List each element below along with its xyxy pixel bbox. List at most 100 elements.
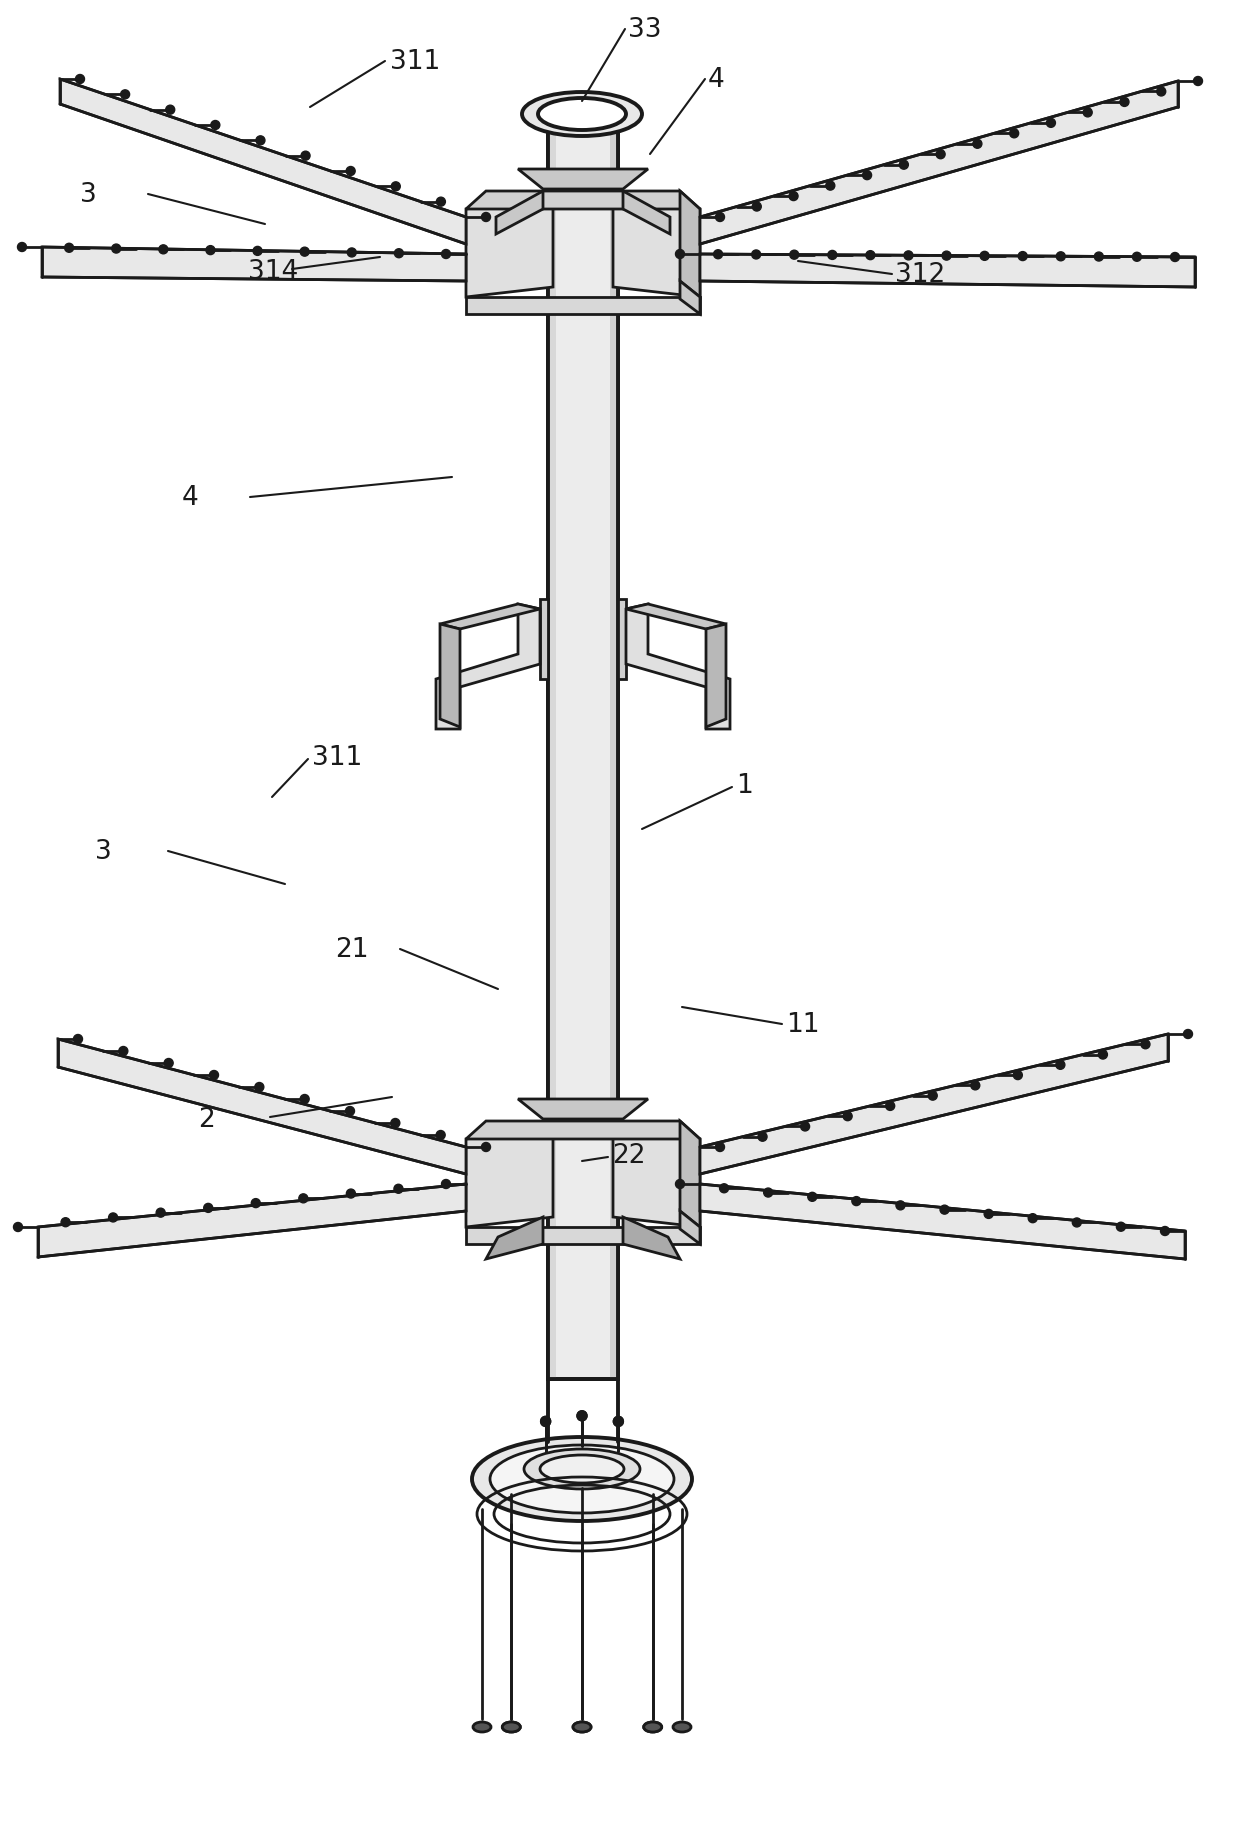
Circle shape (76, 76, 84, 85)
Polygon shape (466, 1122, 701, 1140)
Circle shape (1141, 1040, 1149, 1050)
Circle shape (577, 1412, 587, 1421)
Circle shape (392, 183, 401, 192)
Circle shape (1099, 1050, 1107, 1059)
Polygon shape (626, 604, 730, 730)
Polygon shape (680, 1210, 701, 1244)
Text: 311: 311 (312, 745, 362, 771)
Circle shape (1095, 253, 1104, 262)
Circle shape (481, 213, 491, 222)
Circle shape (541, 1417, 551, 1427)
Circle shape (863, 172, 872, 181)
Circle shape (300, 248, 309, 257)
Circle shape (210, 1072, 218, 1079)
Text: 312: 312 (895, 262, 945, 288)
Circle shape (1161, 1227, 1169, 1236)
Text: 2: 2 (198, 1107, 215, 1133)
Circle shape (828, 251, 837, 261)
Polygon shape (466, 1227, 701, 1244)
Polygon shape (58, 1039, 466, 1173)
Circle shape (73, 1035, 83, 1044)
Circle shape (300, 1094, 309, 1103)
Circle shape (1116, 1223, 1126, 1231)
Circle shape (973, 140, 982, 150)
Circle shape (1084, 109, 1092, 118)
Circle shape (843, 1112, 852, 1122)
Circle shape (301, 152, 310, 161)
Circle shape (1018, 253, 1027, 261)
Ellipse shape (573, 1722, 591, 1732)
Polygon shape (466, 192, 701, 211)
Circle shape (112, 246, 120, 253)
Polygon shape (701, 81, 1178, 246)
Polygon shape (701, 1185, 1185, 1258)
Polygon shape (60, 79, 466, 246)
Circle shape (897, 1201, 905, 1210)
Polygon shape (496, 192, 543, 235)
Circle shape (971, 1081, 980, 1090)
Circle shape (1171, 253, 1179, 262)
Circle shape (852, 1198, 861, 1207)
Circle shape (394, 1185, 403, 1194)
Circle shape (614, 1417, 624, 1427)
Text: 1: 1 (737, 772, 753, 798)
Circle shape (899, 161, 909, 170)
Circle shape (676, 1179, 684, 1188)
Circle shape (1009, 129, 1018, 139)
Polygon shape (680, 283, 701, 314)
Polygon shape (548, 133, 618, 1379)
Text: 11: 11 (786, 1011, 820, 1037)
Circle shape (164, 1059, 174, 1068)
Circle shape (255, 137, 265, 146)
Text: 3: 3 (95, 839, 112, 865)
Polygon shape (466, 298, 701, 314)
Circle shape (751, 251, 760, 261)
Ellipse shape (502, 1722, 521, 1732)
Circle shape (14, 1223, 22, 1233)
Circle shape (394, 249, 403, 259)
Circle shape (253, 248, 262, 257)
Circle shape (826, 181, 835, 190)
Circle shape (936, 152, 945, 159)
Circle shape (719, 1185, 729, 1194)
Text: 4: 4 (182, 484, 198, 510)
Circle shape (299, 1194, 308, 1203)
Circle shape (801, 1122, 810, 1131)
Circle shape (61, 1218, 69, 1227)
Circle shape (1073, 1218, 1081, 1227)
Text: 311: 311 (391, 50, 440, 76)
Circle shape (807, 1192, 817, 1201)
Ellipse shape (472, 1722, 491, 1732)
Circle shape (764, 1188, 773, 1198)
Circle shape (1120, 98, 1128, 107)
Polygon shape (618, 599, 626, 680)
Circle shape (753, 203, 761, 213)
Circle shape (1193, 78, 1203, 87)
Circle shape (1047, 120, 1055, 128)
Circle shape (441, 249, 450, 259)
Ellipse shape (673, 1722, 691, 1732)
Circle shape (942, 251, 951, 261)
Circle shape (211, 122, 219, 131)
Polygon shape (539, 599, 548, 680)
Circle shape (1056, 253, 1065, 262)
Circle shape (866, 251, 875, 261)
Circle shape (929, 1092, 937, 1101)
Circle shape (203, 1203, 213, 1212)
Polygon shape (486, 1218, 543, 1258)
Text: 22: 22 (613, 1142, 646, 1168)
Circle shape (1028, 1214, 1037, 1223)
Circle shape (481, 1142, 491, 1151)
Polygon shape (38, 1185, 466, 1257)
Circle shape (758, 1133, 768, 1142)
Ellipse shape (490, 1445, 675, 1514)
Polygon shape (706, 625, 725, 728)
Circle shape (1056, 1061, 1065, 1070)
Ellipse shape (525, 1449, 640, 1489)
Circle shape (1183, 1029, 1193, 1039)
Circle shape (64, 244, 73, 253)
Ellipse shape (539, 1454, 624, 1484)
Circle shape (985, 1210, 993, 1218)
Circle shape (676, 249, 684, 259)
Circle shape (346, 168, 355, 176)
